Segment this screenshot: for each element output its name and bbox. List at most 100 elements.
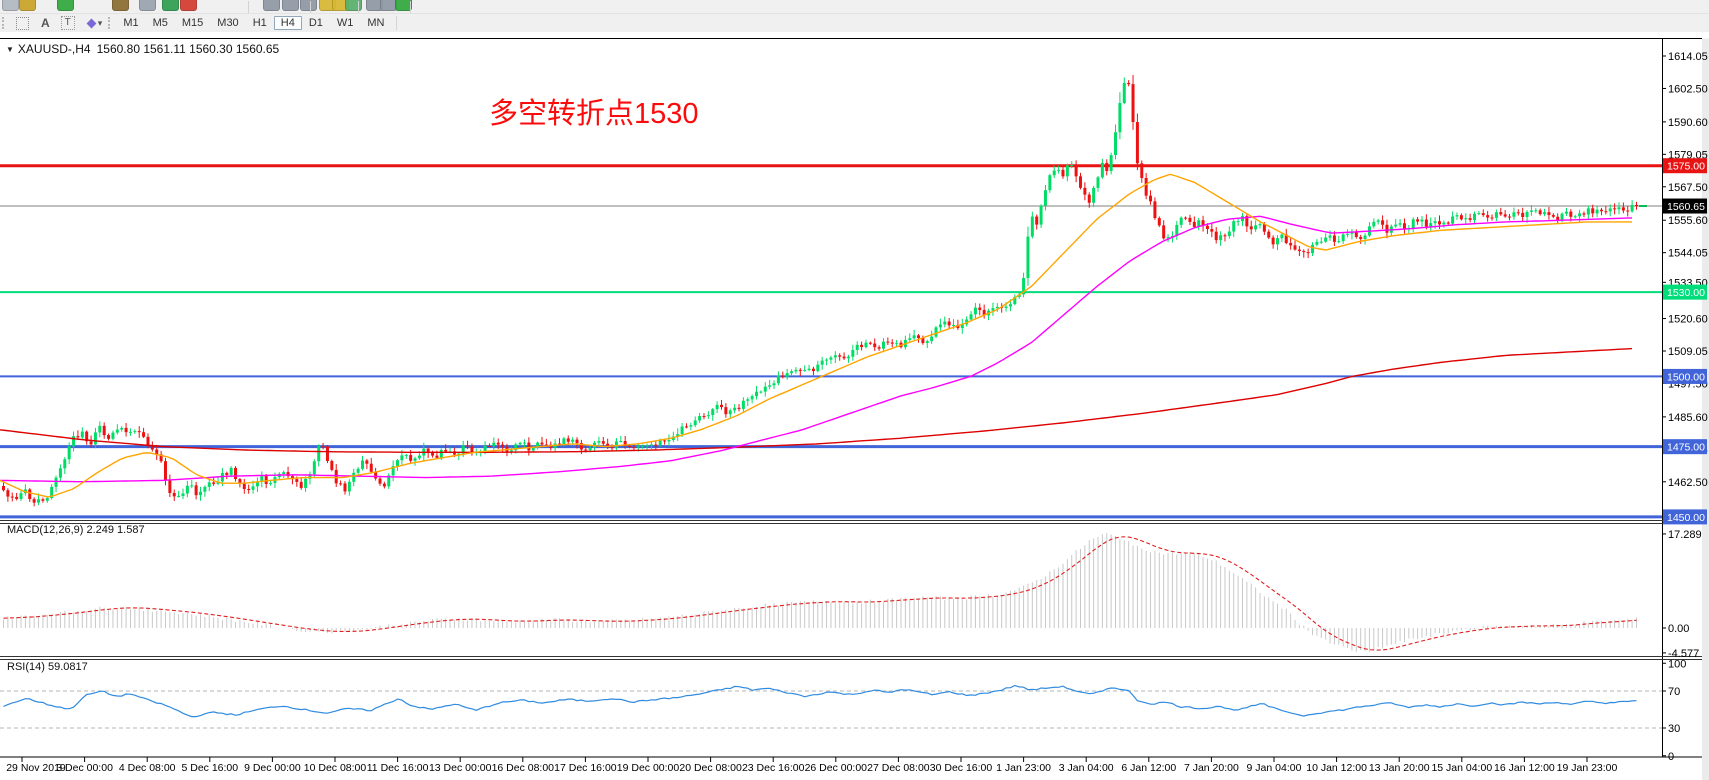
- tf-button-MN[interactable]: MN: [367, 17, 385, 29]
- svg-text:27 Dec 08:00: 27 Dec 08:00: [867, 762, 930, 774]
- toolbar-grip[interactable]: [2, 17, 7, 29]
- macd-histogram: [3, 533, 1637, 653]
- caret-down-icon[interactable]: ▾: [97, 17, 103, 28]
- svg-text:0.00: 0.00: [1668, 623, 1689, 635]
- tf-button-M15[interactable]: M15: [181, 17, 204, 29]
- svg-text:1 Jan 23:00: 1 Jan 23:00: [996, 762, 1051, 774]
- rsi-level-lines: [0, 690, 1662, 729]
- toolbar-separator: [358, 1, 359, 13]
- new-chart-icon[interactable]: [57, 0, 74, 11]
- tf-button-W1[interactable]: W1: [336, 17, 354, 29]
- price-axis-badges: 1575.00 1530.00 1500.00 1475.00 1450.00 1560.…: [1663, 158, 1707, 525]
- ma-slow-line: [0, 347, 1633, 453]
- toolbar-separator: [248, 1, 249, 13]
- macd-axis: 17.289 0.00 -4.577: [1662, 529, 1702, 660]
- svg-text:9 Jan 04:00: 9 Jan 04:00: [1247, 762, 1302, 774]
- tf-button-M5[interactable]: M5: [152, 17, 168, 29]
- ohlc-values: 1560.80 1561.11 1560.30 1560.65: [96, 42, 280, 56]
- svg-text:7 Jan 20:00: 7 Jan 20:00: [1184, 762, 1239, 774]
- tf-button-M30[interactable]: M30: [217, 17, 239, 29]
- svg-text:9 Dec 00:00: 9 Dec 00:00: [244, 762, 301, 774]
- pane-splitter-rsi[interactable]: [0, 656, 1702, 660]
- label-a-icon[interactable]: A: [41, 16, 50, 30]
- svg-text:26 Dec 00:00: 26 Dec 00:00: [805, 762, 868, 774]
- horizontal-level-lines: [0, 164, 1662, 519]
- tf-button-M1[interactable]: M1: [123, 17, 139, 29]
- svg-text:30 Dec 16:00: 30 Dec 16:00: [930, 762, 993, 774]
- svg-text:1602.50: 1602.50: [1668, 83, 1708, 95]
- svg-text:100: 100: [1668, 658, 1686, 670]
- candlesticks: [2, 75, 1638, 507]
- rsi-label: RSI(14) 59.0817: [7, 661, 88, 673]
- svg-text:1500.00: 1500.00: [1667, 371, 1705, 383]
- add-indicator-icon[interactable]: [395, 0, 412, 11]
- svg-text:29 Nov 2019: 29 Nov 2019: [6, 762, 66, 774]
- chart-list-icon[interactable]: [2, 0, 19, 11]
- pane-borders: [0, 38, 1702, 758]
- svg-text:1555.60: 1555.60: [1668, 215, 1708, 227]
- svg-text:10 Jan 12:00: 10 Jan 12:00: [1306, 762, 1367, 774]
- svg-text:-4.577: -4.577: [1668, 648, 1699, 660]
- rsi-axis: 100 70 30 0: [1662, 658, 1686, 763]
- text-box-icon[interactable]: T: [60, 16, 75, 30]
- macd-signal-line: [3, 536, 1637, 651]
- svg-text:6 Jan 12:00: 6 Jan 12:00: [1121, 762, 1176, 774]
- toolbar-separator: [396, 16, 398, 30]
- toolbar-separator: [410, 1, 411, 13]
- svg-text:13 Dec 00:00: 13 Dec 00:00: [429, 762, 492, 774]
- svg-text:1567.50: 1567.50: [1668, 182, 1708, 194]
- collapse-arrow-icon[interactable]: ▼: [6, 45, 14, 54]
- pane-splitter-macd[interactable]: [0, 520, 1702, 524]
- svg-text:20 Dec 08:00: 20 Dec 08:00: [679, 762, 742, 774]
- svg-text:3 Jan 04:00: 3 Jan 04:00: [1059, 762, 1114, 774]
- profiles-icon[interactable]: [112, 0, 129, 11]
- svg-text:1509.05: 1509.05: [1668, 346, 1708, 358]
- print-icon[interactable]: [139, 0, 156, 11]
- svg-text:1544.05: 1544.05: [1668, 248, 1708, 260]
- toolbar-top: [0, 0, 1709, 14]
- svg-text:1590.60: 1590.60: [1668, 117, 1708, 129]
- toolbar-timeframes: A T ▾ M1 M5 M15 M30 H1 H4 D1 W1 MN: [0, 14, 1709, 32]
- toolbar-grip[interactable]: [108, 17, 113, 29]
- rsi-line: [3, 684, 1637, 718]
- svg-text:1575.00: 1575.00: [1667, 161, 1705, 173]
- ma-fast-line: [0, 173, 1632, 498]
- symbol-label: XAUUSD-,H4: [17, 42, 91, 56]
- svg-text:23 Dec 16:00: 23 Dec 16:00: [742, 762, 805, 774]
- svg-text:16 Dec 08:00: 16 Dec 08:00: [492, 762, 555, 774]
- svg-text:17 Dec 16:00: 17 Dec 16:00: [554, 762, 617, 774]
- stop-icon[interactable]: [180, 0, 197, 11]
- zoom-icon[interactable]: [19, 0, 36, 11]
- tf-button-H4[interactable]: H4: [273, 16, 302, 30]
- symbol-ohlc-label: ▼ XAUUSD-,H4 1560.80 1561.11 1560.30 1560.…: [6, 42, 279, 56]
- templates-icon[interactable]: [345, 0, 362, 11]
- svg-text:0: 0: [1668, 751, 1674, 763]
- svg-text:17.289: 17.289: [1668, 529, 1702, 541]
- svg-text:13 Jan 20:00: 13 Jan 20:00: [1369, 762, 1430, 774]
- arrow-style-icon[interactable]: [86, 18, 97, 28]
- line-chart-icon[interactable]: [300, 0, 317, 11]
- chart-forward-icon[interactable]: [162, 0, 179, 11]
- select-rect-icon[interactable]: [16, 16, 29, 30]
- svg-text:5 Dec 16:00: 5 Dec 16:00: [181, 762, 238, 774]
- svg-text:1475.00: 1475.00: [1667, 442, 1705, 454]
- svg-text:1530.00: 1530.00: [1667, 287, 1705, 299]
- svg-text:10 Dec 08:00: 10 Dec 08:00: [304, 762, 367, 774]
- tf-button-D1[interactable]: D1: [308, 17, 323, 29]
- tf-button-H1[interactable]: H1: [252, 17, 267, 29]
- bar-chart-icon[interactable]: [263, 0, 280, 11]
- macd-label: MACD(12,26,9) 2.249 1.587: [7, 524, 145, 536]
- svg-text:19 Jan 23:00: 19 Jan 23:00: [1557, 762, 1618, 774]
- svg-text:30: 30: [1668, 723, 1680, 735]
- svg-text:70: 70: [1668, 686, 1680, 698]
- svg-text:1614.05: 1614.05: [1668, 51, 1708, 63]
- svg-text:4 Dec 08:00: 4 Dec 08:00: [119, 762, 176, 774]
- candle-chart-icon[interactable]: [282, 0, 299, 11]
- toolbar-separator: [310, 1, 311, 13]
- svg-text:1485.60: 1485.60: [1668, 412, 1708, 424]
- window-edge-strip: [1702, 38, 1709, 780]
- svg-text:19 Dec 00:00: 19 Dec 00:00: [617, 762, 680, 774]
- ma-mid-line: [0, 215, 1633, 483]
